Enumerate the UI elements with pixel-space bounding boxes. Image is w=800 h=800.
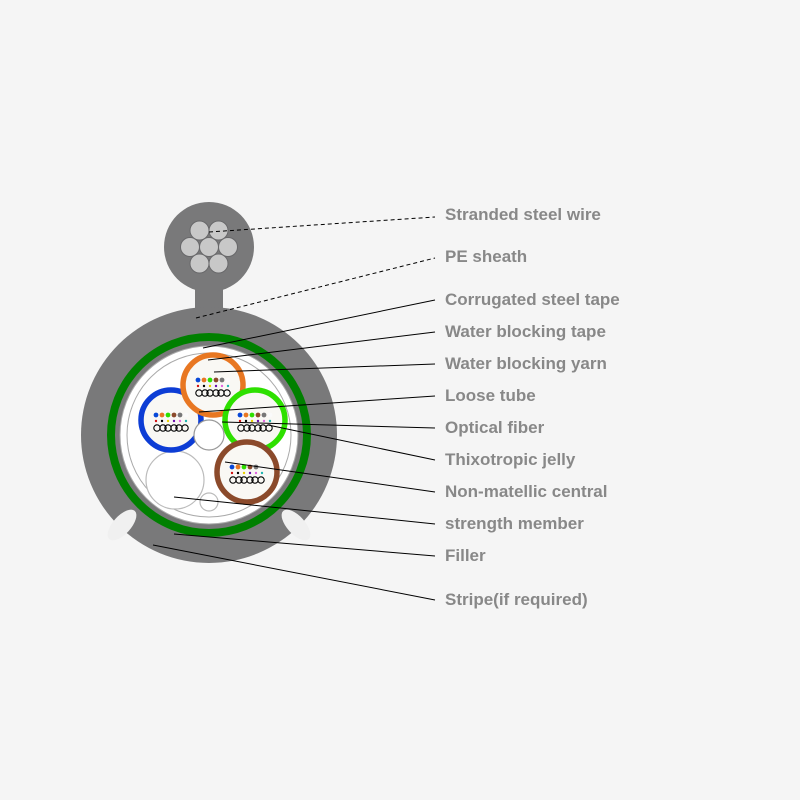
diagram-label: Optical fiber	[445, 418, 544, 438]
diagram-label: Thixotropic jelly	[445, 450, 575, 470]
diagram-label: Corrugated steel tape	[445, 290, 620, 310]
diagram-label: Non-matellic central	[445, 482, 608, 502]
diagram-label: PE sheath	[445, 247, 527, 267]
diagram-label: Stripe(if required)	[445, 590, 588, 610]
diagram-label: Filler	[445, 546, 486, 566]
cable-diagram	[0, 0, 800, 800]
diagram-label: Stranded steel wire	[445, 205, 601, 225]
diagram-label: Water blocking tape	[445, 322, 606, 342]
diagram-label: strength member	[445, 514, 584, 534]
diagram-label: Water blocking yarn	[445, 354, 607, 374]
diagram-label: Loose tube	[445, 386, 536, 406]
